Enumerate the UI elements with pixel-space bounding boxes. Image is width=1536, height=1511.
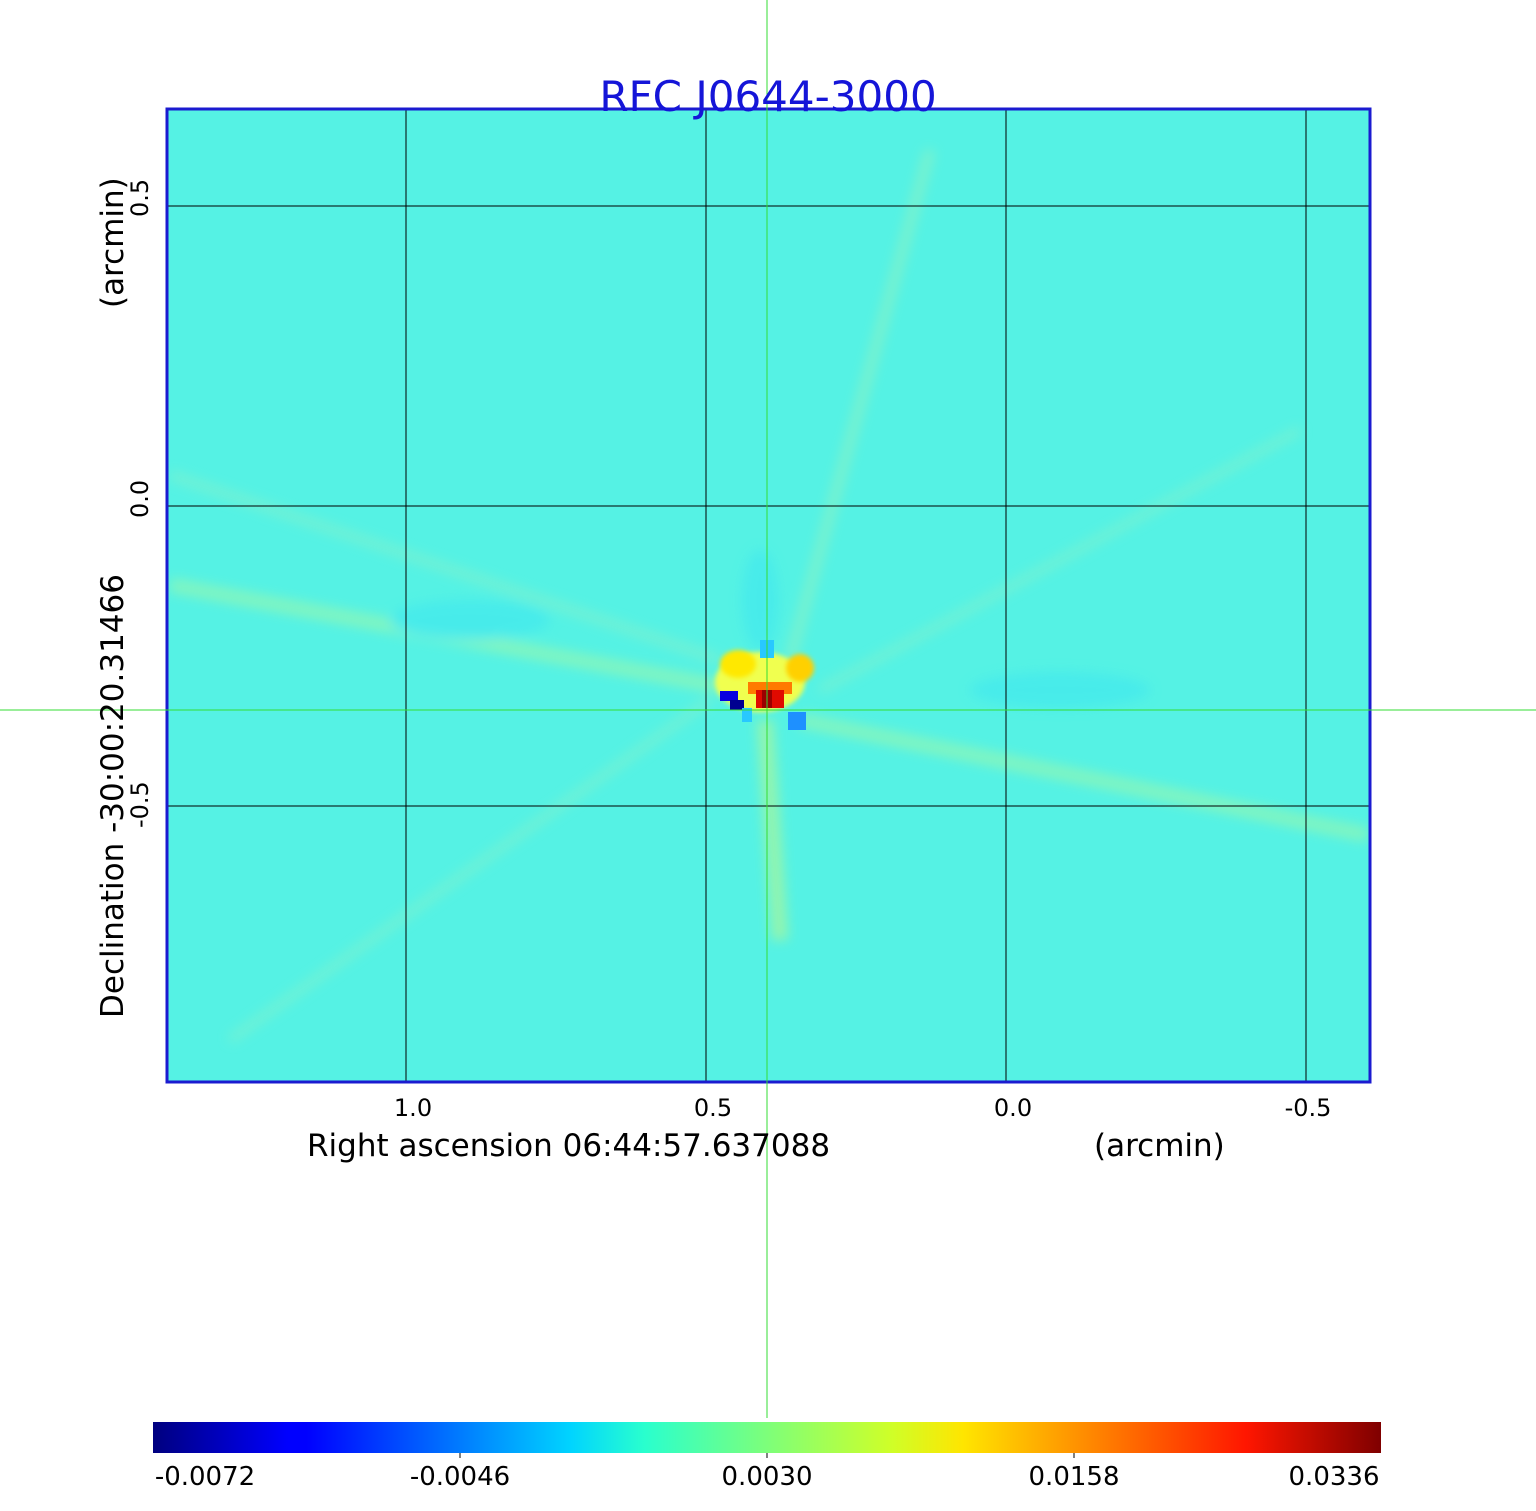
colorbar-tick-label: 0.0030 bbox=[721, 1462, 813, 1492]
x-tick-label: -0.5 bbox=[1284, 1094, 1332, 1122]
x-tick-label: 0.0 bbox=[993, 1094, 1033, 1122]
x-axis-label: Right ascension 06:44:57.637088 bbox=[307, 1128, 831, 1164]
y-tick-label: 0.0 bbox=[126, 479, 154, 518]
shadow-region bbox=[742, 550, 778, 650]
sidelobe-streak bbox=[785, 148, 935, 662]
negative-pixel bbox=[730, 700, 744, 710]
sidelobe-streak bbox=[798, 713, 1369, 842]
grid bbox=[168, 110, 1369, 1081]
x-tick-label: 1.0 bbox=[393, 1094, 433, 1122]
source-halo bbox=[786, 654, 814, 682]
source-blob bbox=[715, 640, 814, 730]
y-axis-unit: (arcmin) bbox=[95, 177, 131, 308]
colorbar-tick-label: 0.0158 bbox=[1028, 1462, 1120, 1492]
x-tick-label: 0.5 bbox=[693, 1094, 733, 1122]
negative-pixel bbox=[788, 712, 806, 730]
plot-frame bbox=[165, 107, 1372, 1084]
x-axis-unit: (arcmin) bbox=[1094, 1128, 1225, 1164]
negative-pixel bbox=[720, 691, 738, 701]
colorbar-ticks bbox=[459, 1453, 1075, 1458]
sidelobe-streak bbox=[227, 696, 713, 1044]
y-axis-label: Declination -30:00:20.31466 bbox=[95, 574, 131, 1018]
colorbar-tick-label: -0.0072 bbox=[154, 1462, 256, 1492]
shadow-region bbox=[390, 600, 550, 640]
sidelobe-streak bbox=[818, 426, 1302, 694]
source-halo bbox=[720, 650, 756, 678]
crosshair bbox=[0, 0, 1536, 1418]
colorbar bbox=[153, 1422, 1381, 1453]
negative-pixel bbox=[742, 708, 752, 722]
colorbar-tick-label: -0.0046 bbox=[409, 1462, 511, 1492]
shadow-region bbox=[970, 672, 1150, 708]
chart-title: RFC J0644-3000 bbox=[599, 72, 937, 121]
colorbar-tick-label: 0.0336 bbox=[1288, 1462, 1380, 1492]
